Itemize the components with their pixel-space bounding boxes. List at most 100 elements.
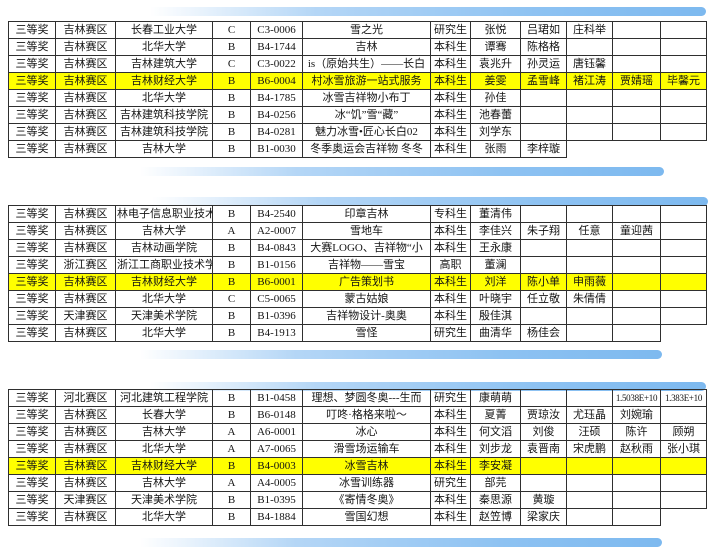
cell-name-2	[520, 307, 567, 325]
cell-region: 浙江赛区	[55, 256, 116, 274]
cell-code: B1-0395	[250, 491, 303, 509]
cell-name-1: 夏菁	[470, 406, 521, 424]
cell-region: 吉林赛区	[55, 239, 116, 257]
cell-code: B4-0003	[250, 457, 303, 475]
cell-student-type: 本科生	[430, 273, 471, 291]
cell-region: 吉林赛区	[55, 508, 116, 526]
cell-name-5	[660, 38, 707, 56]
cell-name-3	[566, 239, 613, 257]
cell-name-5: 1.383E+10	[660, 389, 707, 407]
cell-code: A4-0005	[250, 474, 303, 492]
cell-student-type: 本科生	[430, 222, 471, 240]
cell-name-4	[612, 140, 661, 158]
cell-school: 吉林大学	[115, 474, 213, 492]
cell-region: 吉林赛区	[55, 72, 116, 90]
cell-school: 河北建筑工程学院	[115, 389, 213, 407]
cell-grade: B	[212, 491, 251, 509]
cell-grade: B	[212, 205, 251, 223]
cell-title: 村冰雪旅游一站式服务	[302, 72, 431, 90]
cell-title: is（原始共生）——长白	[302, 55, 431, 73]
decor-bar-bottom-2	[140, 350, 662, 359]
cell-award: 三等奖	[8, 89, 56, 107]
cell-student-type: 本科生	[430, 491, 471, 509]
cell-student-type: 本科生	[430, 38, 471, 56]
decor-bar-top-2	[152, 197, 708, 206]
cell-grade: B	[212, 38, 251, 56]
cell-grade: A	[212, 423, 251, 441]
cell-award: 三等奖	[8, 21, 56, 39]
cell-code: B4-2540	[250, 205, 303, 223]
cell-name-4	[612, 457, 661, 475]
cell-school: 吉林财经大学	[115, 72, 213, 90]
cell-name-1: 王永康	[470, 239, 521, 257]
table-row: 三等奖 吉林赛区 吉林大学 B B1-0030 冬季奥运会吉祥物 冬冬 本科生 张雨 李梓璇	[8, 140, 707, 158]
cell-name-5	[660, 123, 707, 141]
decor-bar-bottom-1	[140, 167, 664, 176]
cell-name-2	[520, 106, 567, 124]
cell-name-4	[612, 290, 661, 308]
cell-code: B6-0001	[250, 273, 303, 291]
cell-name-5	[660, 290, 707, 308]
cell-student-type: 研究生	[430, 389, 471, 407]
cell-school: 吉林财经大学	[115, 457, 213, 475]
cell-name-2: 梁家庆	[520, 508, 567, 526]
cell-name-5	[660, 324, 707, 342]
cell-name-1: 部芫	[470, 474, 521, 492]
cell-student-type: 本科生	[430, 290, 471, 308]
cell-title: 理想、梦圆冬奥---生而	[302, 389, 431, 407]
cell-name-2: 袁晋南	[520, 440, 567, 458]
cell-region: 吉林赛区	[55, 222, 116, 240]
cell-name-5	[660, 474, 707, 492]
cell-grade: B	[212, 89, 251, 107]
cell-code: B1-0396	[250, 307, 303, 325]
cell-name-3: 庄科举	[566, 21, 613, 39]
cell-name-2: 李梓璇	[520, 140, 567, 158]
cell-name-3: 朱倩倩	[566, 290, 613, 308]
cell-name-3	[566, 106, 613, 124]
cell-title: 吉林	[302, 38, 431, 56]
cell-region: 吉林赛区	[55, 205, 116, 223]
cell-name-4: 赵秋雨	[612, 440, 661, 458]
cell-title: 魅力冰雪•匠心长白02	[302, 123, 431, 141]
cell-award: 三等奖	[8, 389, 56, 407]
cell-name-1: 李佳兴	[470, 222, 521, 240]
cell-title: 叮咚·格格来啦～	[302, 406, 431, 424]
cell-region: 吉林赛区	[55, 474, 116, 492]
cell-name-3: 褚江涛	[566, 72, 613, 90]
cell-award: 三等奖	[8, 324, 56, 342]
cell-name-2: 贾琼汝	[520, 406, 567, 424]
cell-name-4: 贾婧瑶	[612, 72, 661, 90]
cell-name-2: 黄璇	[520, 491, 567, 509]
cell-award: 三等奖	[8, 440, 56, 458]
cell-award: 三等奖	[8, 205, 56, 223]
table-row: 三等奖 吉林赛区 吉林财经大学 B B6-0004 村冰雪旅游一站式服务 本科生 姜雯 孟雪峰褚…	[8, 72, 707, 90]
cell-name-2	[520, 389, 567, 407]
cell-student-type: 本科生	[430, 123, 471, 141]
cell-school: 长春工业大学	[115, 21, 213, 39]
cell-region: 吉林赛区	[55, 457, 116, 475]
cell-name-2: 杨佳会	[520, 324, 567, 342]
table-row: 三等奖 吉林赛区 吉林建筑科技学院 B B4-0256 冰“饥”雪“藏” 本科生 池春蕾	[8, 106, 707, 124]
cell-student-type: 本科生	[430, 72, 471, 90]
cell-name-2: 孟雪峰	[520, 72, 567, 90]
cell-region: 吉林赛区	[55, 273, 116, 291]
cell-code: B4-1744	[250, 38, 303, 56]
cell-name-1: 赵笠博	[470, 508, 521, 526]
cell-title: 蒙古姑娘	[302, 290, 431, 308]
cell-name-3	[566, 256, 613, 274]
cell-name-3	[566, 38, 613, 56]
cell-name-2: 陈格格	[520, 38, 567, 56]
cell-title: 印章吉林	[302, 205, 431, 223]
cell-name-3	[566, 140, 613, 158]
cell-name-2: 朱子翔	[520, 222, 567, 240]
table-row: 三等奖 河北赛区 河北建筑工程学院 B B1-0458 理想、梦圆冬奥---生而 研究生 康萌…	[8, 389, 707, 407]
table-row: 三等奖 吉林赛区 吉林财经大学 B B6-0001 广告策划书 本科生 刘洋 陈小单 申雨薇	[8, 273, 707, 291]
cell-school: 吉林建筑科技学院	[115, 106, 213, 124]
cell-name-4	[612, 491, 661, 509]
cell-grade: A	[212, 222, 251, 240]
cell-name-4	[612, 508, 661, 526]
cell-region: 吉林赛区	[55, 106, 116, 124]
cell-code: B4-0256	[250, 106, 303, 124]
cell-student-type: 本科生	[430, 440, 471, 458]
cell-award: 三等奖	[8, 72, 56, 90]
